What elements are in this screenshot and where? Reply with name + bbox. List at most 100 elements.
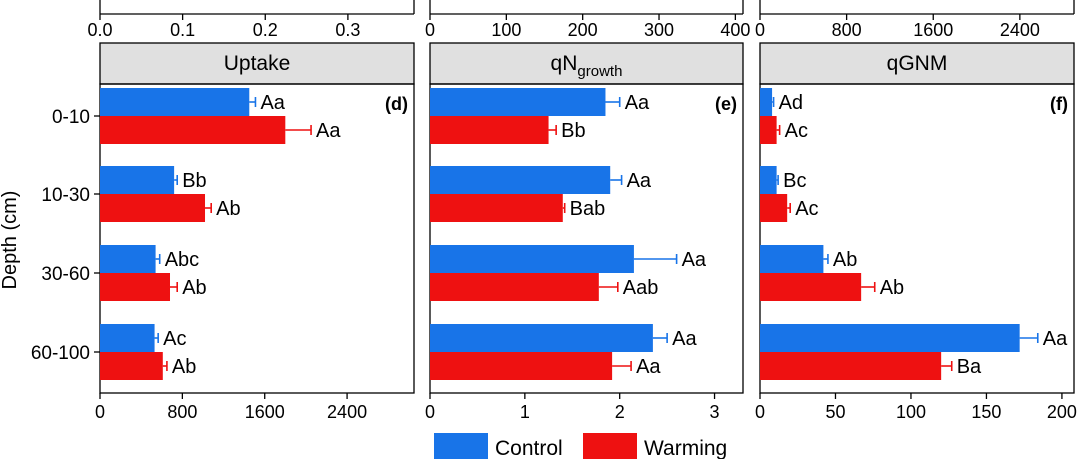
y-tick-label: 30-60 bbox=[41, 264, 90, 285]
x-tick-label: 200 bbox=[1047, 402, 1077, 422]
panel-header bbox=[429, 42, 744, 85]
significance-label: Aa bbox=[672, 328, 697, 350]
x-tick-label: 100 bbox=[896, 402, 926, 422]
x-tick-label: 2 bbox=[615, 402, 625, 422]
significance-label: Aa bbox=[636, 356, 661, 378]
bar-warming bbox=[760, 194, 788, 222]
legend-label-warming: Warming bbox=[644, 437, 727, 459]
bar-warming bbox=[760, 273, 862, 301]
bar-warming bbox=[100, 194, 206, 222]
bar-warming bbox=[760, 116, 777, 144]
top-tick-label: 300 bbox=[644, 20, 674, 40]
bar-warming bbox=[100, 116, 286, 144]
significance-label: Ab bbox=[182, 277, 206, 299]
significance-label: Aa bbox=[260, 92, 285, 114]
bar-control bbox=[760, 245, 824, 273]
x-tick-label: 800 bbox=[167, 402, 197, 422]
bar-warming bbox=[760, 352, 942, 380]
bar-control bbox=[100, 166, 175, 194]
significance-label: Ab bbox=[172, 356, 196, 378]
significance-label: Ac bbox=[795, 198, 818, 220]
significance-label: Aa bbox=[627, 170, 652, 192]
panel-frame bbox=[759, 83, 1075, 394]
significance-label: Abc bbox=[165, 249, 199, 271]
panel-title: qGNM bbox=[887, 52, 948, 75]
bar-control bbox=[760, 324, 1020, 352]
x-tick-label: 50 bbox=[825, 402, 845, 422]
top-tick-label: 0.2 bbox=[253, 20, 278, 40]
bar-control bbox=[760, 88, 773, 116]
panel-frame bbox=[429, 83, 744, 394]
x-tick-label: 1600 bbox=[245, 402, 285, 422]
bar-control bbox=[100, 88, 250, 116]
top-tick-label: 100 bbox=[491, 20, 521, 40]
panel-2: qNgrowth (e) 0 1 2 3 Aa Aa Aa Aa Bb Bab Aab Aa bbox=[425, 42, 744, 422]
significance-label: Ab bbox=[880, 277, 904, 299]
bar-control bbox=[430, 166, 611, 194]
legend-swatch-control bbox=[434, 433, 488, 459]
significance-label: Aab bbox=[623, 277, 659, 299]
significance-label: Bb bbox=[561, 120, 585, 142]
significance-label: Ab bbox=[833, 249, 857, 271]
significance-label: Ac bbox=[785, 120, 808, 142]
bar-warming bbox=[430, 116, 549, 144]
top-tick-label: 400 bbox=[720, 20, 750, 40]
significance-label: Aa bbox=[316, 120, 341, 142]
top-tick-label: 0.3 bbox=[335, 20, 360, 40]
panels-group: Uptake (d) 0 800 1600 2400 Aa Bb Abc Ac Aa Ab Ab Ab 0-… bbox=[31, 42, 1077, 422]
panel-3: qGNM (f) 0 50 100 150 200 Ad Bc Ab Aa Ac Ac Ab Ba bbox=[755, 42, 1077, 422]
x-tick-label: 3 bbox=[710, 402, 720, 422]
top-tick-label: 0 bbox=[755, 20, 765, 40]
panel-title-main: qN bbox=[551, 52, 578, 75]
top-tick-label: 0.1 bbox=[170, 20, 195, 40]
top-tick-label: 2400 bbox=[1000, 20, 1040, 40]
bar-warming bbox=[100, 352, 163, 380]
x-tick-label: 0 bbox=[425, 402, 435, 422]
top-tick-label: 0 bbox=[425, 20, 435, 40]
bar-control bbox=[430, 245, 634, 273]
top-tick-label: 1600 bbox=[913, 20, 953, 40]
y-tick-label: 10-30 bbox=[41, 185, 90, 206]
panel-title: qNgrowth bbox=[551, 52, 623, 80]
bar-warming bbox=[100, 273, 171, 301]
panel-frame bbox=[99, 83, 415, 394]
panel-title-subscript: growth bbox=[577, 63, 622, 80]
panel-tag: (e) bbox=[715, 94, 737, 114]
top-tick-label: 0.0 bbox=[87, 20, 112, 40]
significance-label: Ab bbox=[216, 198, 240, 220]
y-tick-label: 60-100 bbox=[31, 343, 90, 364]
significance-label: Ac bbox=[163, 328, 186, 350]
y-tick-label: 0-10 bbox=[52, 107, 90, 128]
bar-control bbox=[100, 245, 156, 273]
bar-control bbox=[760, 166, 777, 194]
panel-tag: (d) bbox=[385, 94, 408, 114]
significance-label: Ba bbox=[957, 356, 982, 378]
significance-label: Bab bbox=[570, 198, 606, 220]
x-tick-label: 2400 bbox=[327, 402, 367, 422]
panel-1: Uptake (d) 0 800 1600 2400 Aa Bb Abc Ac Aa Ab Ab Ab 0-… bbox=[31, 42, 415, 422]
significance-label: Bb bbox=[182, 170, 206, 192]
panel-header bbox=[759, 42, 1075, 85]
bar-control bbox=[100, 324, 155, 352]
legend-swatch-warming bbox=[583, 433, 637, 459]
significance-label: Aa bbox=[625, 92, 650, 114]
x-tick-label: 150 bbox=[971, 402, 1001, 422]
panel-title: Uptake bbox=[224, 52, 291, 75]
significance-label: Aa bbox=[682, 249, 707, 271]
bar-warming bbox=[430, 273, 599, 301]
y-axis-label: Depth (cm) bbox=[0, 191, 21, 290]
y-axis-label-group: Depth (cm) bbox=[0, 191, 21, 290]
bar-control bbox=[430, 324, 653, 352]
top-tick-label: 200 bbox=[568, 20, 598, 40]
significance-label: Aa bbox=[1043, 328, 1068, 350]
x-tick-label: 1 bbox=[520, 402, 530, 422]
legend: Control Warming bbox=[434, 433, 727, 459]
x-tick-label: 0 bbox=[755, 402, 765, 422]
bar-control bbox=[430, 88, 606, 116]
significance-label: Bc bbox=[783, 170, 806, 192]
bar-warming bbox=[430, 352, 613, 380]
x-tick-label: 0 bbox=[95, 402, 105, 422]
panel-tag: (f) bbox=[1050, 94, 1068, 114]
top-axes-group: 0.0 0.1 0.2 0.3 0 100 200 300 400 0 800 1600 2400 bbox=[87, 0, 1075, 40]
